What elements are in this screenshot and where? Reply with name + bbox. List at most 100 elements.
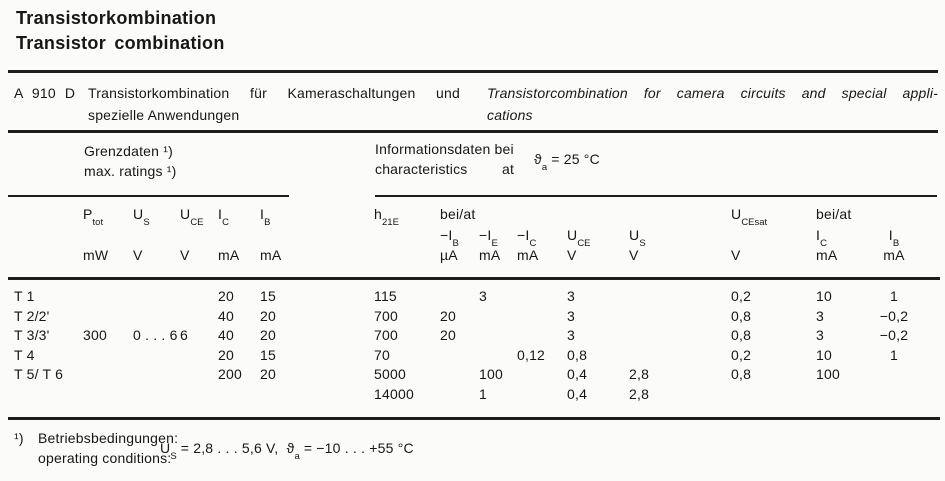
column-header: US — [629, 227, 646, 249]
data-cell: 20 — [218, 347, 234, 363]
column-unit: mA — [479, 247, 501, 263]
row-label: T 4 — [14, 347, 35, 363]
at-label: at — [502, 161, 515, 177]
column-unit: mA — [260, 247, 282, 263]
column-header: bei/at — [816, 206, 852, 222]
divider-top — [8, 70, 938, 73]
column-unit: V — [731, 247, 741, 263]
column-unit: V — [629, 247, 639, 263]
data-cell: 20 — [218, 288, 234, 304]
part-description-de-line1: Transistorkombination für Kameraschaltun… — [88, 85, 460, 101]
column-header: −IB — [440, 227, 459, 249]
column-header: h21E — [374, 206, 399, 228]
data-cell: 15 — [260, 347, 276, 363]
data-cell: 2,8 — [629, 366, 650, 382]
data-cell: 700 — [374, 327, 398, 343]
data-cell: 2,8 — [629, 386, 650, 402]
column-unit: mA — [517, 247, 539, 263]
column-unit: V — [567, 247, 577, 263]
column-header: UCE — [180, 206, 204, 228]
section-title-characteristics-de: Informationsdaten bei — [375, 141, 514, 157]
data-cell: 20 — [440, 308, 456, 324]
data-cell: 0,8 — [567, 347, 588, 363]
part-description-en-line1: Transistorcombination for camera circuit… — [487, 85, 938, 101]
data-cell: 0,2 — [731, 347, 752, 363]
data-cell: 20 — [260, 308, 276, 324]
data-cell: 1 — [479, 386, 487, 402]
column-header: IB — [260, 206, 271, 228]
data-cell: −0,2 — [879, 308, 909, 324]
data-cell: 70 — [374, 347, 390, 363]
data-cell: 1 — [890, 347, 898, 363]
data-cell: 15 — [260, 288, 276, 304]
row-label: T 1 — [14, 288, 35, 304]
data-cell: 0,8 — [731, 308, 752, 324]
data-cell: 6 — [180, 327, 188, 343]
data-cell: −0,2 — [879, 327, 909, 343]
data-cell: 0,4 — [567, 366, 588, 382]
part-description-en-line2: cations — [487, 107, 533, 123]
column-unit: mW — [83, 247, 109, 263]
data-cell: 3 — [567, 327, 575, 343]
data-cell: 20 — [260, 327, 276, 343]
data-cell: 3 — [479, 288, 487, 304]
part-number: A 910 D — [14, 85, 76, 101]
data-cell: 0,8 — [731, 327, 752, 343]
data-cell: 0,2 — [731, 288, 752, 304]
data-cell: 10 — [816, 288, 832, 304]
data-cell: 20 — [440, 327, 456, 343]
section-title-characteristics-en: characteristics — [375, 161, 468, 177]
data-cell: 3 — [816, 308, 824, 324]
column-unit: V — [180, 247, 190, 263]
column-unit: mA — [883, 247, 905, 263]
footnote-marker: ¹) — [14, 430, 24, 446]
data-cell: 100 — [479, 366, 503, 382]
column-unit: mA — [218, 247, 240, 263]
section-title-limits-en: max. ratings ¹) — [84, 163, 177, 179]
column-unit: V — [133, 247, 143, 263]
page-title-de: Transistorkombination — [16, 8, 217, 28]
divider-table-bottom — [8, 417, 940, 420]
data-cell: 40 — [218, 327, 234, 343]
column-header: UCE — [567, 227, 591, 249]
data-cell: 0,4 — [567, 386, 588, 402]
column-unit: mA — [816, 247, 838, 263]
data-cell: 5000 — [374, 366, 406, 382]
divider-part-row — [8, 130, 938, 133]
column-header: −IC — [517, 227, 537, 249]
data-cell: 3 — [816, 327, 824, 343]
data-cell: 1 — [890, 288, 898, 304]
column-header: IC — [218, 206, 229, 228]
part-description-de-line2: spezielle Anwendungen — [88, 107, 240, 123]
data-cell: 40 — [218, 308, 234, 324]
page-title-en: Transistor combination — [16, 33, 225, 53]
column-unit: µA — [440, 247, 458, 263]
data-cell: 10 — [816, 347, 832, 363]
column-header: bei/at — [440, 206, 476, 222]
column-header: US — [133, 206, 150, 228]
data-cell: 0,12 — [517, 347, 546, 363]
data-cell: 3 — [567, 308, 575, 324]
column-header: IC — [816, 227, 827, 249]
divider-limits-section — [8, 195, 289, 197]
data-cell: 200 — [218, 366, 242, 382]
column-header: UCEsat — [731, 206, 768, 228]
column-header: IB — [888, 227, 900, 249]
data-cell: 0 . . . 6 — [133, 327, 178, 343]
footnote-de: Betriebsbedingungen: — [38, 430, 179, 446]
section-title-limits-de: Grenzdaten ¹) — [84, 143, 173, 159]
temperature-condition: ϑa = 25 °C — [534, 151, 600, 173]
data-cell: 20 — [260, 366, 276, 382]
column-header: −IE — [479, 227, 498, 249]
data-cell: 0,8 — [731, 366, 752, 382]
divider-header-row — [8, 277, 940, 280]
data-cell: 300 — [83, 327, 107, 343]
row-label: T 3/3' — [14, 327, 50, 343]
column-header: Ptot — [83, 206, 104, 228]
row-label: T 5/ T 6 — [14, 366, 64, 382]
data-cell: 115 — [374, 288, 397, 304]
data-cell: 3 — [567, 288, 575, 304]
footnote-en: operating conditions: — [38, 450, 172, 466]
